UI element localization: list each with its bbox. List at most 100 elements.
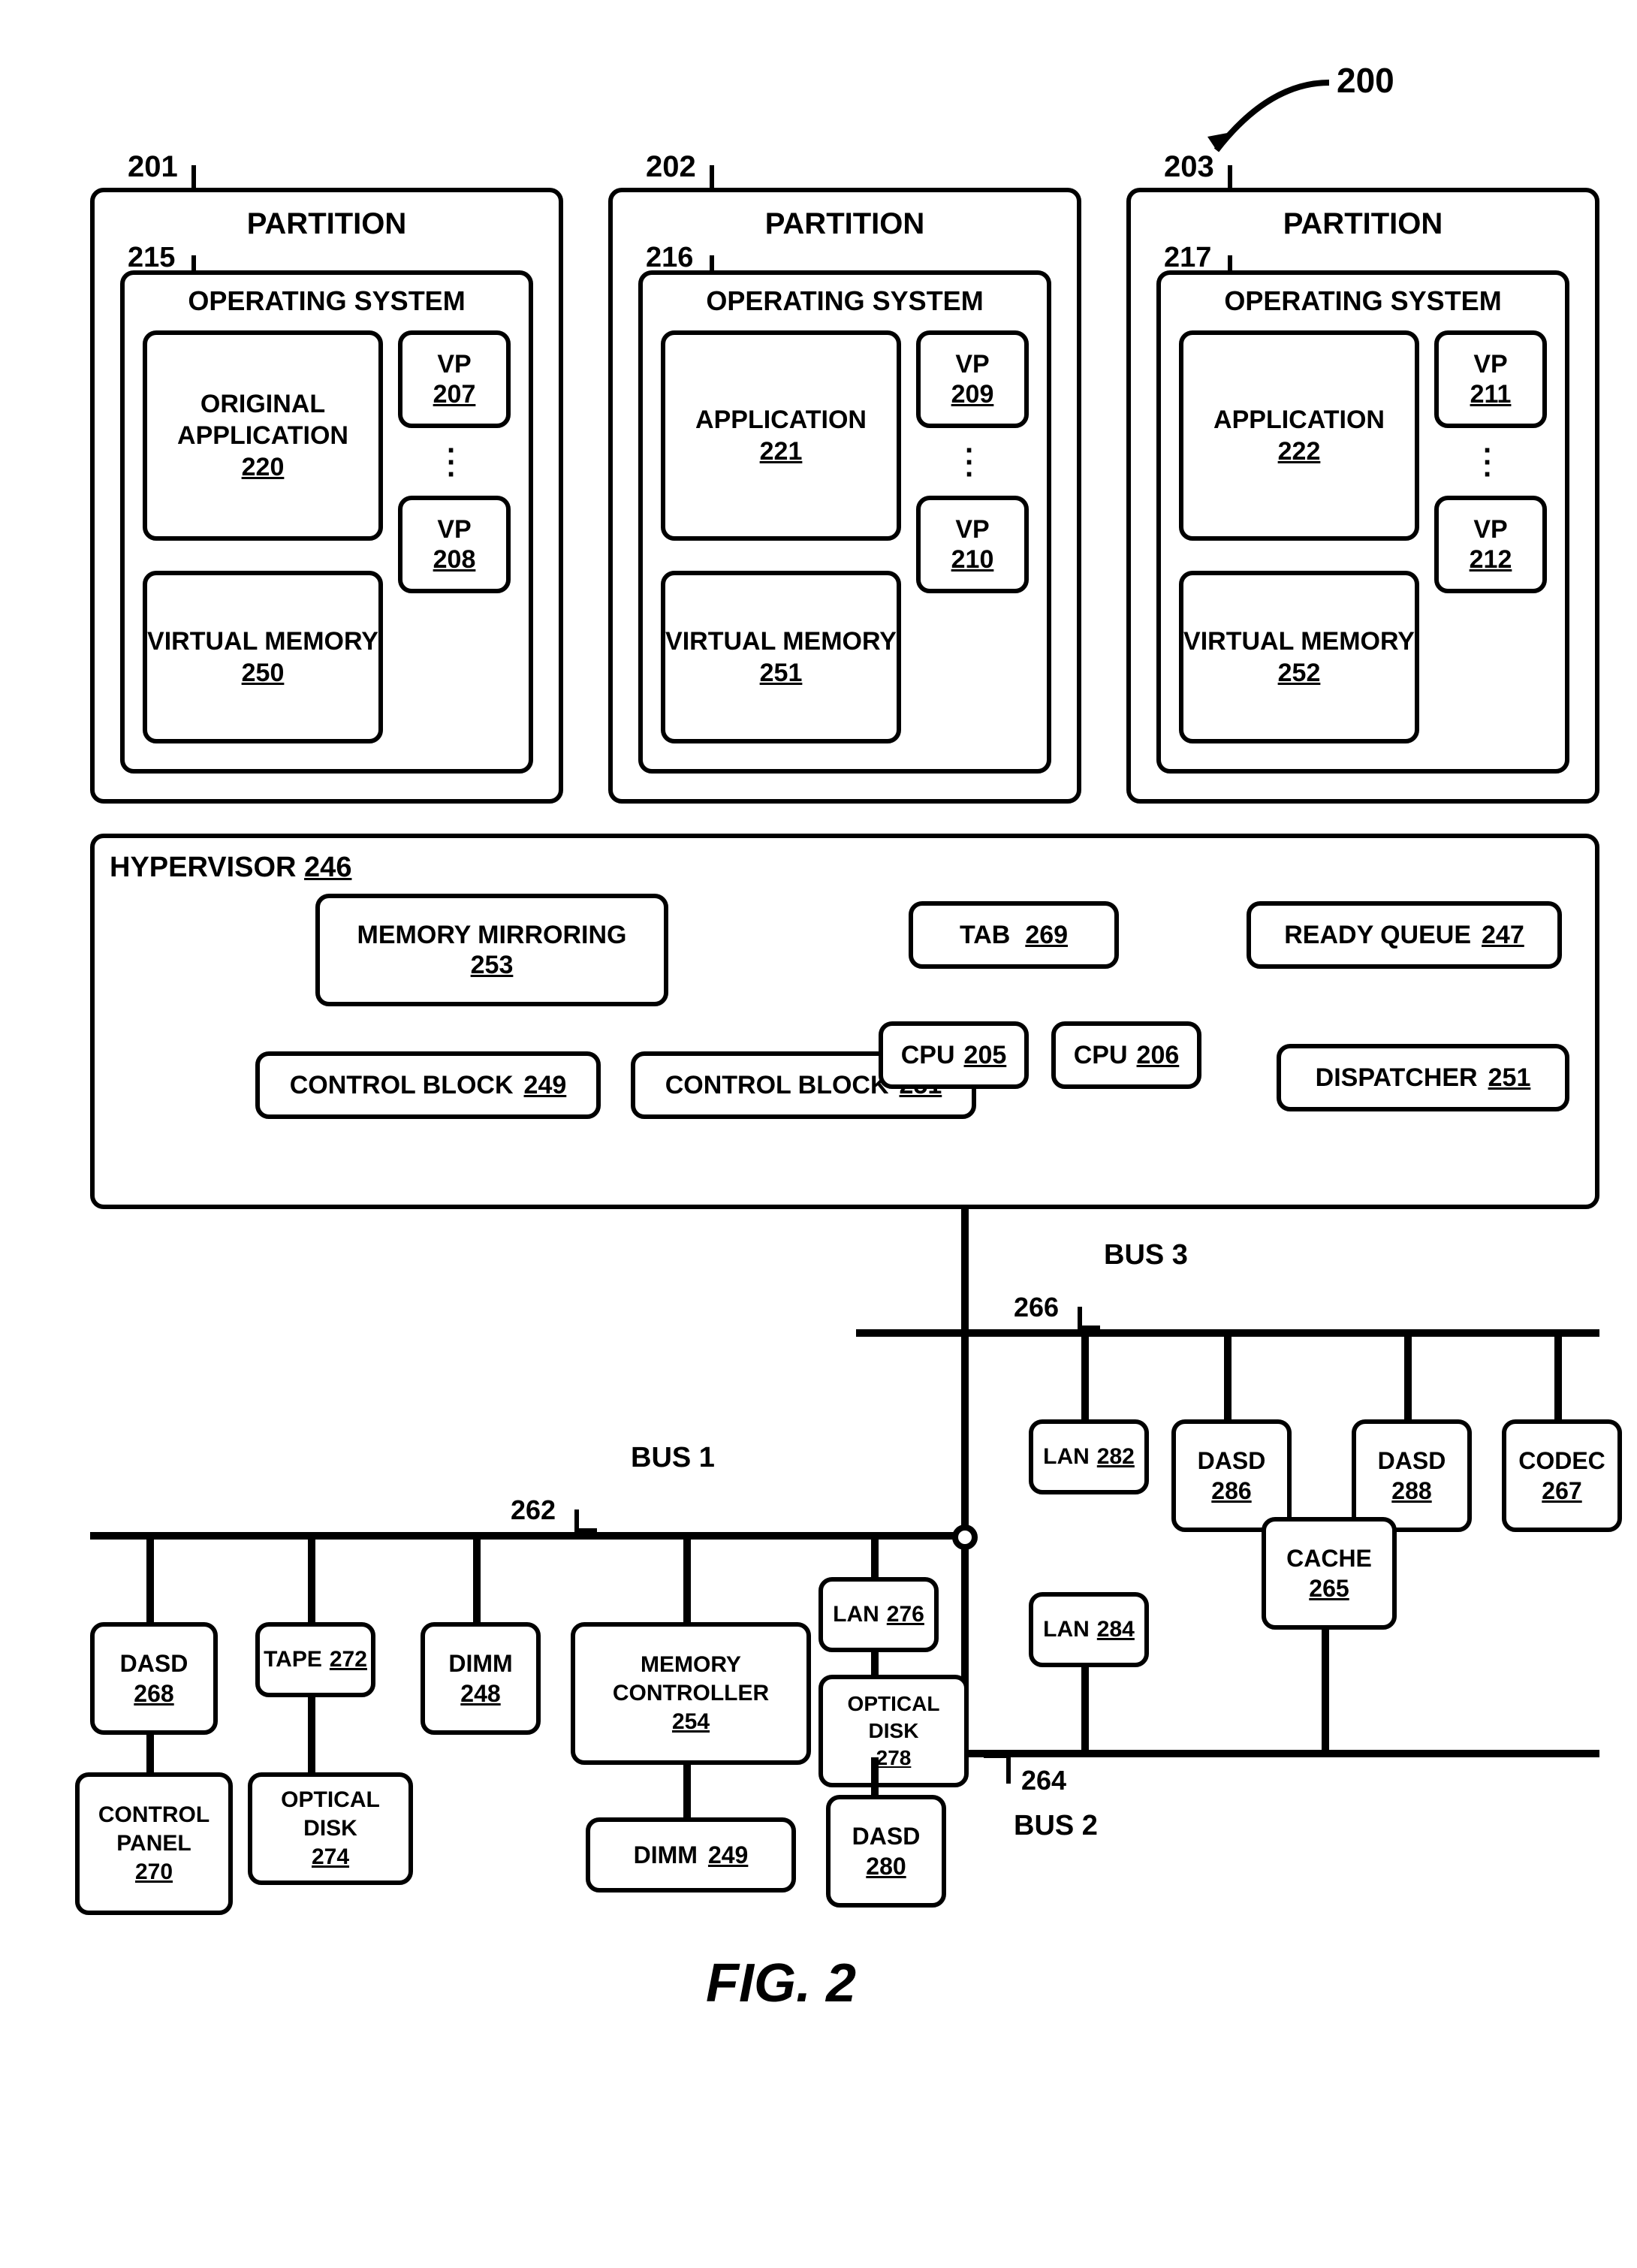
mem-mirroring: MEMORY MIRRORING 253 [315, 894, 668, 1006]
stub-cache [1322, 1630, 1329, 1750]
partition-1-title: PARTITION [95, 207, 559, 241]
hypervisor: HYPERVISOR 246 [90, 834, 1599, 1209]
bus3-leader-h [1078, 1326, 1100, 1330]
app-221: APPLICATION 221 [661, 330, 901, 541]
app-220-num: 220 [242, 451, 285, 483]
bus3-num: 266 [1014, 1292, 1059, 1323]
bus-node [952, 1525, 978, 1550]
dasd-288-title: DASD [1378, 1446, 1446, 1476]
cb-251-title: CONTROL BLOCK [665, 1071, 889, 1100]
control-panel-num: 270 [135, 1858, 173, 1886]
vm-251: VIRTUAL MEMORY 251 [661, 571, 901, 743]
bus1-leader-h [574, 1528, 597, 1533]
optical-274-num: 274 [312, 1843, 349, 1871]
bus2-leader-v [1006, 1754, 1011, 1784]
vp-210-title: VP [955, 514, 989, 544]
dimm-249-num: 249 [708, 1841, 748, 1869]
dispatcher-title: DISPATCHER [1316, 1063, 1478, 1093]
bus1-num: 262 [511, 1494, 556, 1526]
stub-lan276 [871, 1540, 879, 1577]
stub-lan284 [1081, 1667, 1089, 1750]
bus1-line [90, 1532, 954, 1540]
vp-212-num: 212 [1470, 544, 1512, 575]
vp-208-title: VP [437, 514, 471, 544]
vm-252: VIRTUAL MEMORY 252 [1179, 571, 1419, 743]
bus3-label: BUS 3 [1104, 1239, 1188, 1271]
cpu-205-title: CPU [901, 1041, 955, 1070]
dasd-286-title: DASD [1198, 1446, 1266, 1476]
cache-265-num: 265 [1309, 1573, 1349, 1603]
stub-dimm249 [683, 1765, 691, 1817]
stub-lan282 [1081, 1337, 1089, 1419]
os-1-title: OPERATING SYSTEM [125, 285, 529, 317]
dasd-280: DASD 280 [826, 1795, 946, 1908]
ready-queue: READY QUEUE 247 [1247, 901, 1562, 969]
vp-209: VP 209 [916, 330, 1029, 428]
memory-controller-254: MEMORY CONTROLLER 254 [571, 1622, 811, 1765]
os-216-num: 216 [646, 242, 693, 274]
lan-282-num: 282 [1097, 1444, 1135, 1470]
ref-200: 200 [1337, 60, 1394, 101]
lan-284-title: LAN [1043, 1617, 1090, 1642]
cache-265: CACHE 265 [1262, 1517, 1397, 1630]
stub-dasd286 [1224, 1337, 1232, 1419]
vp-209-title: VP [955, 349, 989, 379]
vp-3-dots: ··· [1483, 445, 1493, 481]
dimm-248: DIMM 248 [421, 1622, 541, 1735]
tab-269-title: TAB [960, 921, 1010, 950]
dimm-249-title: DIMM [634, 1841, 698, 1869]
app-221-num: 221 [760, 436, 803, 467]
bus1-label: BUS 1 [631, 1442, 715, 1474]
partition-3-num: 203 [1164, 150, 1214, 184]
cpu-206: CPU 206 [1051, 1021, 1201, 1089]
vm-251-num: 251 [760, 657, 803, 689]
vp-211-title: VP [1473, 349, 1507, 379]
os-215-num: 215 [128, 242, 175, 274]
optical-278-title: OPTICAL DISK [823, 1690, 964, 1745]
dasd-288-num: 288 [1391, 1476, 1431, 1506]
stub-dasd288 [1404, 1337, 1412, 1419]
mem-mirroring-num: 253 [471, 950, 514, 980]
lan-276-title: LAN [833, 1602, 879, 1627]
dimm-248-title: DIMM [448, 1648, 512, 1678]
ready-queue-num: 247 [1482, 921, 1524, 950]
partition-3-title: PARTITION [1131, 207, 1595, 241]
figure-2-diagram: 200 201 PARTITION 215 OPERATING SYSTEM O… [30, 30, 1607, 2238]
bus2-label: BUS 2 [1014, 1810, 1098, 1842]
stub-dasd268 [146, 1540, 154, 1622]
vp-210-num: 210 [951, 544, 994, 575]
vp-1-dots: ··· [447, 445, 457, 481]
cb-249-title: CONTROL BLOCK [290, 1071, 514, 1100]
optical-274: OPTICAL DISK 274 [248, 1772, 413, 1885]
stub-memctrl [683, 1540, 691, 1622]
partition-1-num: 201 [128, 150, 178, 184]
dimm-249: DIMM 249 [586, 1817, 796, 1893]
vm-252-title: VIRTUAL MEMORY [1183, 626, 1415, 657]
codec-267-num: 267 [1542, 1476, 1581, 1506]
vp-211: VP 211 [1434, 330, 1547, 428]
control-panel-title: CONTROL PANEL [80, 1801, 228, 1858]
codec-267: CODEC 267 [1502, 1419, 1622, 1532]
vp-207-num: 207 [433, 379, 476, 409]
os-3-title: OPERATING SYSTEM [1161, 285, 1565, 317]
codec-267-title: CODEC [1518, 1446, 1605, 1476]
vp-212: VP 212 [1434, 496, 1547, 593]
ready-queue-title: READY QUEUE [1284, 921, 1471, 950]
dispatcher-num: 251 [1488, 1063, 1531, 1093]
bus2-num: 264 [1021, 1765, 1066, 1796]
os-2-title: OPERATING SYSTEM [643, 285, 1047, 317]
partition-2-title: PARTITION [613, 207, 1077, 241]
dispatcher-251: DISPATCHER 251 [1277, 1044, 1569, 1111]
dasd-280-title: DASD [852, 1821, 921, 1851]
mem-mirroring-title: MEMORY MIRRORING [357, 920, 627, 950]
lan-276: LAN 276 [818, 1577, 939, 1652]
memctrl-num: 254 [672, 1708, 710, 1736]
cpu-206-num: 206 [1137, 1041, 1180, 1070]
lan-276-num: 276 [887, 1602, 924, 1627]
vp-207: VP 207 [398, 330, 511, 428]
hypervisor-num: 246 [304, 852, 351, 883]
tape-272: TAPE 272 [255, 1622, 375, 1697]
app-220-title: ORIGINAL APPLICATION [147, 388, 378, 451]
tab-269-num: 269 [1025, 921, 1068, 950]
cpu-205: CPU 205 [879, 1021, 1029, 1089]
